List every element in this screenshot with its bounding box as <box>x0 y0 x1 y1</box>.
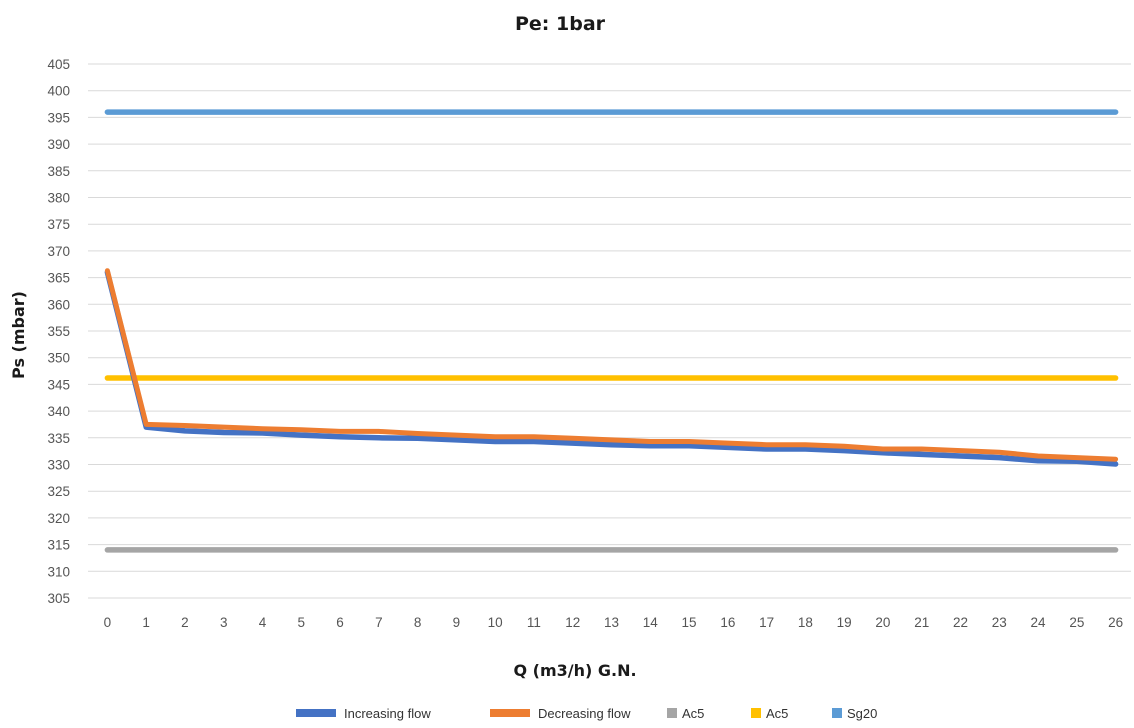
y-tick-label: 360 <box>47 297 70 312</box>
x-tick-label: 13 <box>604 615 619 630</box>
x-tick-label: 5 <box>298 615 306 630</box>
y-tick-label: 380 <box>47 191 70 206</box>
x-tick-label: 7 <box>375 615 383 630</box>
x-tick-label: 2 <box>181 615 189 630</box>
y-tick-label: 365 <box>47 271 70 286</box>
x-tick-label: 1 <box>142 615 150 630</box>
y-tick-label: 390 <box>47 137 70 152</box>
y-tick-label: 400 <box>47 84 70 99</box>
legend-marker <box>667 708 677 718</box>
x-tick-label: 11 <box>527 615 541 630</box>
x-tick-label: 26 <box>1108 615 1123 630</box>
legend-label: Increasing flow <box>344 706 431 721</box>
y-tick-label: 350 <box>47 351 70 366</box>
y-tick-label: 370 <box>47 244 70 259</box>
legend-marker <box>751 708 761 718</box>
legend-label: Ac5 <box>682 706 704 721</box>
legend-label: Sg20 <box>847 706 877 721</box>
y-tick-label: 335 <box>47 431 70 446</box>
x-tick-label: 0 <box>104 615 112 630</box>
x-tick-label: 24 <box>1031 615 1047 630</box>
legend-label: Decreasing flow <box>538 706 631 721</box>
x-tick-label: 8 <box>414 615 422 630</box>
y-axis-ticks: 305 310 315 320 325 330 335 340 345 350 355 360 365 3… <box>47 57 70 606</box>
y-tick-label: 405 <box>47 57 70 72</box>
legend: Increasing flow Decreasing flow Ac5 Ac5 Sg20 <box>296 706 877 721</box>
y-tick-label: 340 <box>47 404 70 419</box>
x-tick-label: 6 <box>336 615 344 630</box>
x-tick-label: 21 <box>914 615 929 630</box>
x-tick-label: 18 <box>798 615 813 630</box>
x-tick-label: 23 <box>992 615 1007 630</box>
y-tick-label: 395 <box>47 110 70 125</box>
y-tick-label: 315 <box>47 538 70 553</box>
legend-label: Ac5 <box>766 706 788 721</box>
x-tick-label: 22 <box>953 615 968 630</box>
series-line-increasing-flow <box>104 269 1119 467</box>
y-tick-label: 385 <box>47 164 70 179</box>
x-tick-label: 25 <box>1069 615 1084 630</box>
x-tick-label: 15 <box>682 615 697 630</box>
y-tick-label: 355 <box>47 324 70 339</box>
y-tick-label: 310 <box>47 564 70 579</box>
x-tick-label: 4 <box>259 615 267 630</box>
chart-title: Pe: 1bar <box>515 13 606 35</box>
y-tick-label: 330 <box>47 458 70 473</box>
series-lines <box>104 109 1119 553</box>
x-tick-label: 10 <box>488 615 503 630</box>
series-line-decreasing-flow <box>104 268 1119 462</box>
x-tick-label: 17 <box>759 615 774 630</box>
x-tick-label: 20 <box>875 615 890 630</box>
y-axis-title: Ps (mbar) <box>9 291 28 379</box>
x-axis-title: Q (m3/h) G.N. <box>513 661 636 680</box>
y-tick-label: 320 <box>47 511 70 526</box>
x-tick-label: 16 <box>720 615 735 630</box>
x-tick-label: 14 <box>643 615 659 630</box>
legend-marker <box>296 709 336 717</box>
y-tick-label: 345 <box>47 377 70 392</box>
y-tick-label: 305 <box>47 591 70 606</box>
gridlines <box>88 63 1131 599</box>
y-tick-label: 375 <box>47 217 70 232</box>
legend-marker <box>490 709 530 717</box>
x-tick-label: 3 <box>220 615 228 630</box>
y-tick-label: 325 <box>47 484 70 499</box>
x-tick-label: 9 <box>453 615 461 630</box>
x-axis-ticks: 0 1 2 3 4 5 6 7 8 9 10 11 12 13 14 15 16 17 18 19 20 21 22 23 24… <box>104 615 1123 630</box>
legend-marker <box>832 708 842 718</box>
x-tick-label: 19 <box>837 615 852 630</box>
x-tick-label: 12 <box>565 615 580 630</box>
